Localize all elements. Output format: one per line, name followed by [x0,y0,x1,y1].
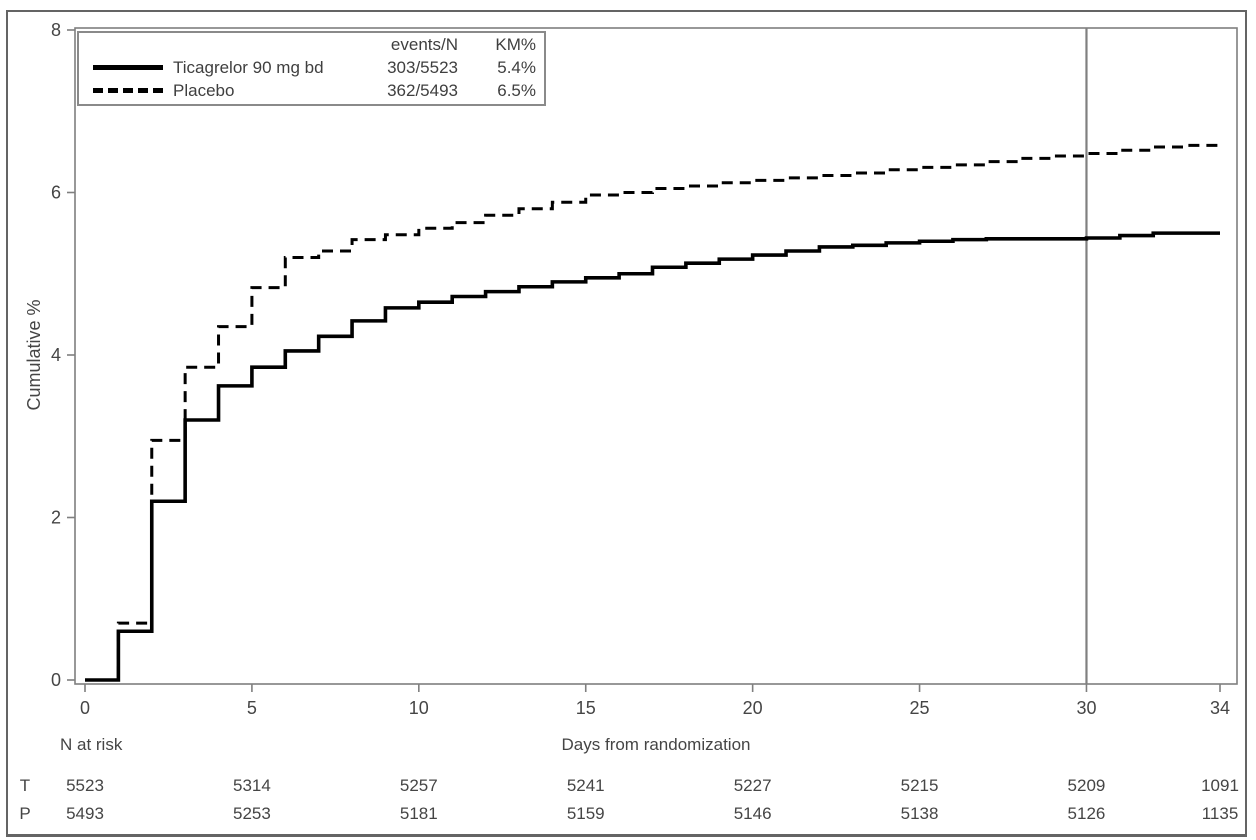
y-axis-title: Cumulative % [24,299,44,410]
plot-frame [74,27,1238,685]
risk-value: 1091 [1201,776,1239,795]
x-tick-label: 15 [576,698,596,718]
legend-label-placebo: Placebo [173,81,235,100]
legend-row-placebo: Placebo 362/5493 6.5% [79,79,544,102]
dashed-line-sample-icon [93,88,163,93]
risk-value: 5493 [66,804,104,823]
x-axis-title: Days from randomization [561,735,751,754]
x-tick-label: 30 [1076,698,1096,718]
risk-value: 5215 [900,776,939,795]
legend-col-header-events: events/N [390,35,458,54]
y-tick-label: 2 [51,508,61,528]
legend-header-row: events/N KM% [79,33,544,56]
x-tick-label: 20 [743,698,763,718]
x-tick-label: 34 [1210,698,1230,718]
legend-box: events/N KM% Ticagrelor 90 mg bd 303/552… [77,31,546,106]
risk-value: 1135 [1201,804,1239,823]
risk-value: 5209 [1067,776,1106,795]
n-at-risk-title: N at risk [60,735,123,754]
risk-value: 5257 [399,776,438,795]
solid-line-sample-icon [93,65,163,70]
legend-label-ticagrelor: Ticagrelor 90 mg bd [173,58,324,77]
risk-value: 5181 [399,804,438,823]
risk-value: 5523 [66,776,104,795]
y-tick-label: 0 [51,670,61,690]
curve-ticagrelor [85,231,1220,682]
y-tick-label: 8 [51,20,61,40]
legend-km-placebo: 6.5% [497,81,536,100]
risk-value: 5241 [566,776,605,795]
risk-value: 5146 [733,804,772,823]
curve-placebo [85,143,1222,682]
y-tick-label: 6 [51,183,61,203]
legend-col-header-km: KM% [495,35,536,54]
legend-row-ticagrelor: Ticagrelor 90 mg bd 303/5523 5.4% [79,56,544,79]
x-tick-label: 0 [80,698,90,718]
risk-value: 5138 [900,804,939,823]
risk-value: 5253 [232,804,271,823]
legend-events-placebo: 362/5493 [387,81,458,100]
x-tick-label: 10 [409,698,429,718]
legend-events-ticagrelor: 303/5523 [387,58,458,77]
risk-value: 5314 [232,776,271,795]
risk-value: 5227 [733,776,772,795]
x-tick-label: 25 [910,698,930,718]
x-tick-label: 5 [247,698,257,718]
risk-row-label-T: T [19,776,31,795]
y-tick-label: 4 [51,345,61,365]
risk-row-label-P: P [19,804,31,823]
risk-value: 5159 [566,804,605,823]
risk-value: 5126 [1067,804,1106,823]
legend-km-ticagrelor: 5.4% [497,58,536,77]
